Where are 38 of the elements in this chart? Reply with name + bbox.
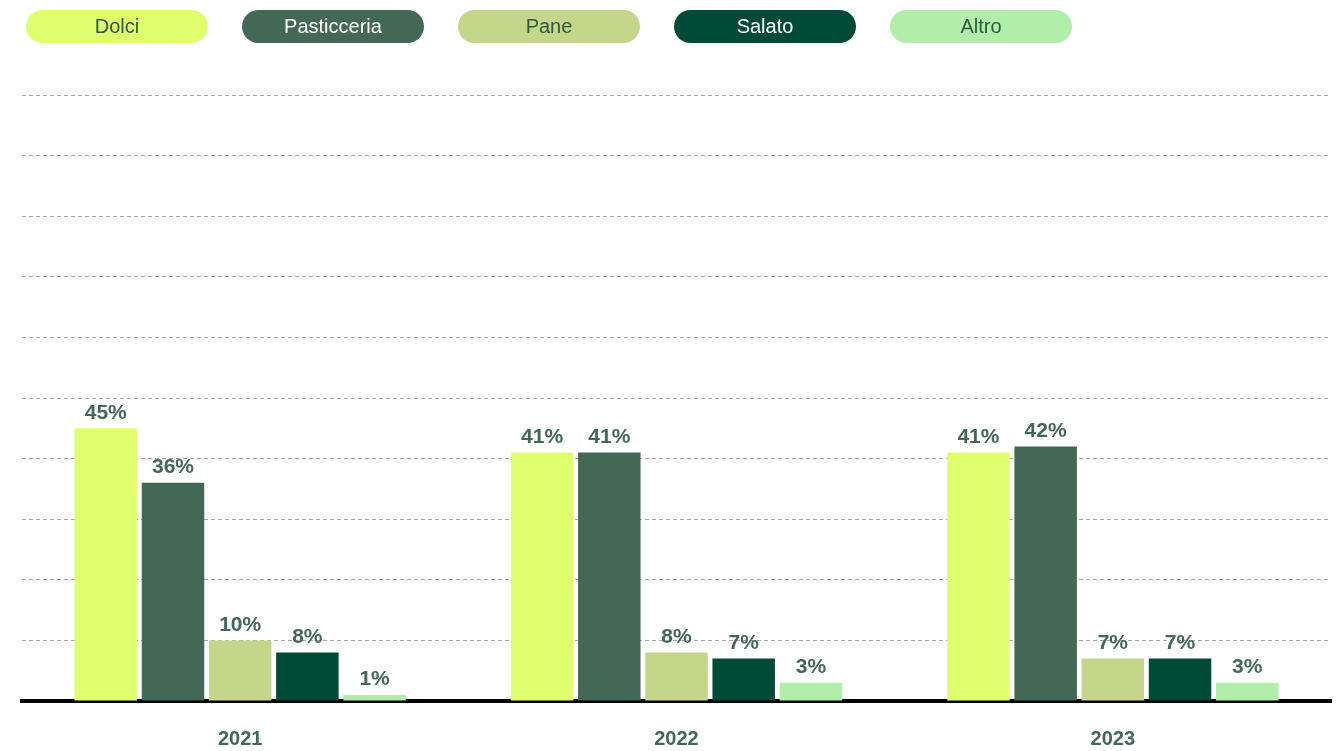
- text: Pasticceria: [284, 15, 382, 38]
- data-label: 45%: [84, 399, 128, 423]
- bar: [779, 682, 843, 701]
- data-label: 1%: [359, 666, 391, 690]
- bar: [1081, 658, 1145, 701]
- bar: [1215, 682, 1279, 701]
- data-label: 7%: [728, 629, 760, 653]
- bar: [141, 482, 205, 701]
- data-label: 7%: [1097, 629, 1129, 653]
- bar: [712, 658, 775, 701]
- data-label: 3%: [795, 654, 827, 678]
- data-label: 10%: [219, 611, 262, 635]
- bar: [74, 428, 138, 701]
- data-label: 41%: [957, 423, 1000, 447]
- data-label: 42%: [1024, 417, 1067, 441]
- data-label: 41%: [588, 423, 631, 447]
- bar: [510, 452, 574, 701]
- data-label: 7%: [1164, 629, 1196, 653]
- x-tick-label: 2022: [654, 726, 699, 749]
- x-tick-label: 2021: [217, 726, 263, 749]
- data-label: 36%: [151, 454, 195, 478]
- text: Altro: [960, 15, 1002, 38]
- data-label: 8%: [292, 623, 323, 647]
- bar: [578, 452, 641, 701]
- text: Pane: [525, 15, 573, 38]
- bar: [343, 694, 406, 701]
- bar: [1014, 446, 1077, 701]
- data-label: 41%: [521, 423, 564, 447]
- bar: [208, 640, 272, 701]
- bar: [645, 652, 708, 701]
- bar: [947, 452, 1010, 701]
- bar: [276, 652, 339, 701]
- text: Salato: [736, 15, 794, 38]
- data-label: 8%: [661, 623, 692, 647]
- bar: [1148, 658, 1212, 701]
- text: Dolci: [94, 15, 140, 38]
- data-label: 3%: [1232, 654, 1263, 678]
- x-tick-label: 2023: [1090, 726, 1136, 749]
